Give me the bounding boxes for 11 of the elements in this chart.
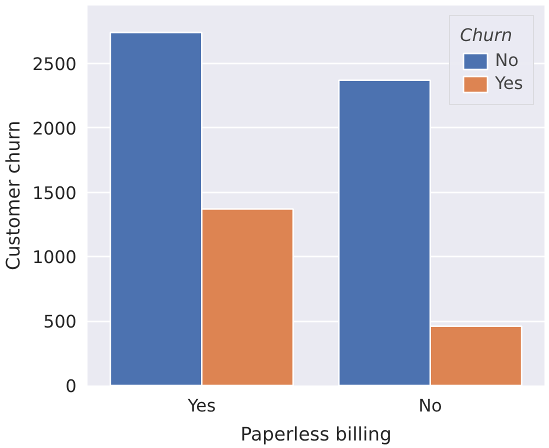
- y-tick-label: 0: [65, 377, 77, 397]
- y-axis-title: Customer churn: [3, 120, 24, 270]
- y-tick-label: 1500: [32, 184, 77, 204]
- legend-label: No: [495, 51, 519, 71]
- y-tick-label: 1000: [32, 248, 77, 268]
- y-tick-label: 2000: [32, 119, 77, 140]
- y-tick-label: 500: [43, 312, 77, 333]
- y-tick-label: 2500: [32, 54, 77, 75]
- legend-label: Yes: [495, 74, 523, 94]
- x-axis-title: Paperless billing: [240, 424, 392, 446]
- legend-title: Churn: [460, 26, 514, 46]
